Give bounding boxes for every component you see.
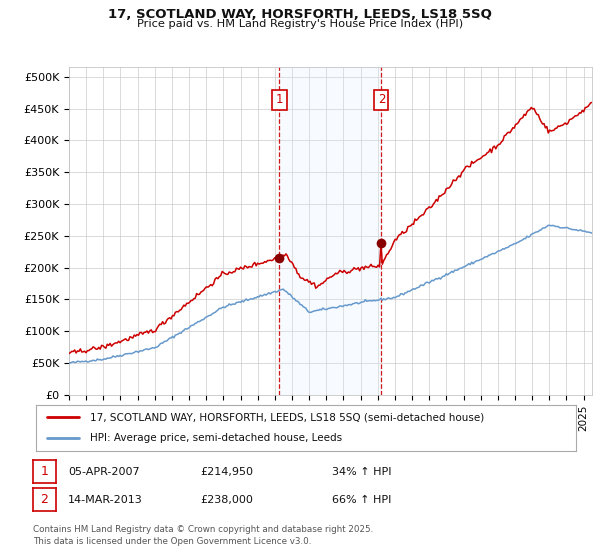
Text: 17, SCOTLAND WAY, HORSFORTH, LEEDS, LS18 5SQ (semi-detached house): 17, SCOTLAND WAY, HORSFORTH, LEEDS, LS18…: [90, 412, 484, 422]
Text: Price paid vs. HM Land Registry's House Price Index (HPI): Price paid vs. HM Land Registry's House …: [137, 19, 463, 29]
Text: 14-MAR-2013: 14-MAR-2013: [68, 494, 143, 505]
Text: HPI: Average price, semi-detached house, Leeds: HPI: Average price, semi-detached house,…: [90, 433, 342, 444]
Text: 1: 1: [40, 465, 49, 478]
Bar: [280, 67, 382, 395]
Text: 34% ↑ HPI: 34% ↑ HPI: [332, 466, 391, 477]
Text: £238,000: £238,000: [200, 494, 253, 505]
Text: 2: 2: [377, 94, 385, 106]
Text: £214,950: £214,950: [200, 466, 253, 477]
Text: 05-APR-2007: 05-APR-2007: [68, 466, 139, 477]
Text: 1: 1: [276, 94, 283, 106]
Text: Contains HM Land Registry data © Crown copyright and database right 2025.
This d: Contains HM Land Registry data © Crown c…: [33, 525, 373, 545]
Text: 17, SCOTLAND WAY, HORSFORTH, LEEDS, LS18 5SQ: 17, SCOTLAND WAY, HORSFORTH, LEEDS, LS18…: [108, 8, 492, 21]
Text: 2: 2: [40, 493, 49, 506]
Text: 66% ↑ HPI: 66% ↑ HPI: [332, 494, 391, 505]
